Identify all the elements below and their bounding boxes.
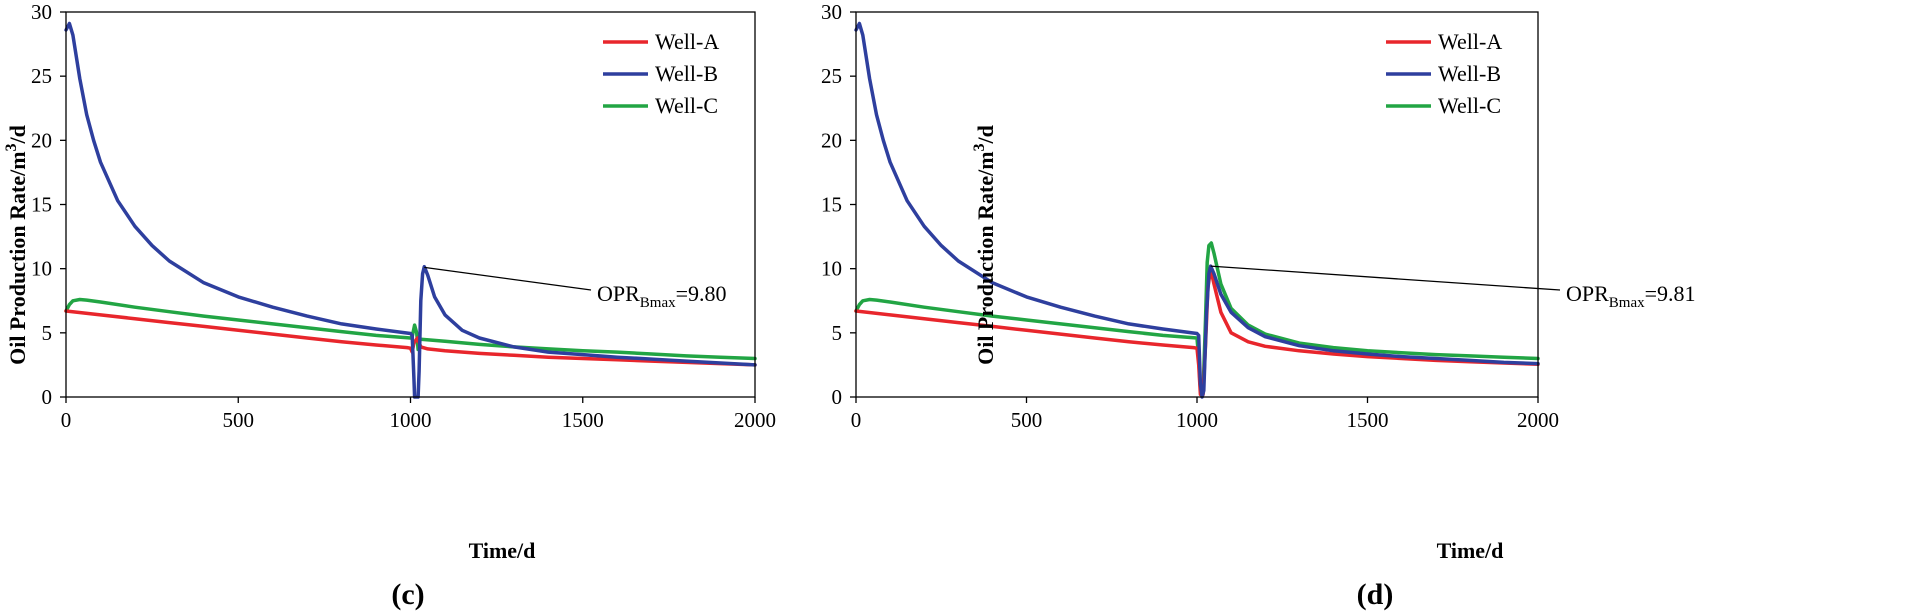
series-lines: [854, 21, 1540, 399]
chart-panel-c: 0 500 1000 1500 2000 0 5 10 15 20 25 30 Time/d Oil …: [3, 0, 776, 611]
y-axis-title-main: Oil Production Rate/m: [5, 151, 30, 364]
legend-label-well-c: Well-C: [1438, 93, 1501, 118]
y-tick-label: 30: [31, 0, 52, 24]
y-tick-label: 5: [832, 321, 843, 345]
annotation-value: =9.80: [676, 281, 727, 306]
annotation-opr-bmax: OPRBmax=9.81: [1566, 281, 1696, 311]
y-tick-label: 0: [832, 385, 843, 409]
legend-label-well-b: Well-B: [655, 61, 718, 86]
y-tick-label: 25: [31, 64, 52, 88]
annotation-value: =9.81: [1645, 281, 1696, 306]
y-axis-title-superscript: 3: [3, 143, 20, 151]
y-tick-label: 10: [821, 257, 842, 281]
x-tick-label: 0: [61, 408, 72, 432]
panel-label: (c): [391, 578, 424, 611]
y-tick-label: 15: [821, 193, 842, 217]
series-line-well-b: [64, 21, 757, 399]
annotation-leader: [424, 266, 592, 291]
series-lines: [64, 21, 757, 399]
y-axis-title: Oil Production Rate/m3/d: [3, 125, 30, 365]
annotation-leader: [1210, 265, 1561, 291]
panel-label: (d): [1357, 578, 1394, 611]
x-tick-label: 1000: [1176, 408, 1218, 432]
y-tick-label: 5: [42, 321, 53, 345]
x-tick-label: 0: [851, 408, 862, 432]
annotation-prefix: OPR: [597, 281, 640, 306]
x-axis-title: Time/d: [1437, 538, 1504, 563]
y-axis-title-tail: /d: [973, 125, 998, 144]
axes: 0 500 1000 1500 2000 0 5 10 15 20 25 30: [821, 0, 1559, 432]
annotation-prefix: OPR: [1566, 281, 1609, 306]
y-axis-title-main: Oil Production Rate/m: [973, 151, 998, 364]
y-axis-title-tail: /d: [5, 125, 30, 144]
x-tick-label: 1500: [562, 408, 604, 432]
x-tick-label: 1500: [1347, 408, 1389, 432]
y-tick-label: 15: [31, 193, 52, 217]
x-tick-label: 500: [223, 408, 255, 432]
chart-panel-d: 0 500 1000 1500 2000 0 5 10 15 20 25 30 Time/d Oil …: [821, 0, 1696, 611]
legend: Well-A Well-B Well-C: [1386, 29, 1502, 118]
x-tick-label: 500: [1011, 408, 1043, 432]
y-tick-label: 0: [42, 385, 53, 409]
y-tick-label: 30: [821, 0, 842, 24]
x-tick-label: 1000: [390, 408, 432, 432]
x-tick-label: 2000: [1517, 408, 1559, 432]
legend-label-well-a: Well-A: [655, 29, 719, 54]
annotation-subscript: Bmax: [1609, 295, 1645, 311]
legend: Well-A Well-B Well-C: [603, 29, 719, 118]
legend-label-well-c: Well-C: [655, 93, 718, 118]
x-axis-title: Time/d: [469, 538, 536, 563]
x-tick-label: 2000: [734, 408, 776, 432]
annotation-subscript: Bmax: [640, 295, 676, 311]
axes: 0 500 1000 1500 2000 0 5 10 15 20 25 30: [31, 0, 776, 432]
y-tick-label: 20: [821, 128, 842, 152]
series-line-well-b: [854, 21, 1540, 399]
y-tick-label: 10: [31, 257, 52, 281]
legend-label-well-b: Well-B: [1438, 61, 1501, 86]
y-tick-label: 20: [31, 128, 52, 152]
y-axis-title-superscript: 3: [971, 143, 988, 151]
annotation-opr-bmax: OPRBmax=9.80: [597, 281, 727, 311]
y-tick-label: 25: [821, 64, 842, 88]
legend-label-well-a: Well-A: [1438, 29, 1502, 54]
y-axis-title: Oil Production Rate/m3/d: [971, 125, 998, 365]
